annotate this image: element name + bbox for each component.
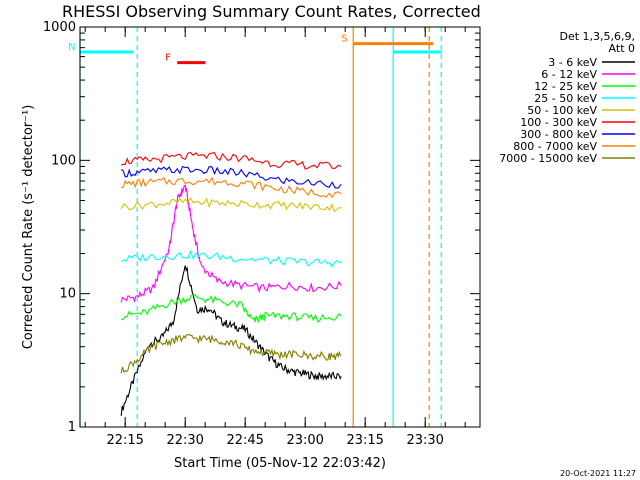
- count-rate-series: [120, 152, 342, 416]
- y-tick-label: 1000: [43, 20, 76, 35]
- legend-label: 12 - 25 keV: [534, 80, 597, 93]
- series-line-7: [121, 176, 342, 199]
- y-axis-label: Corrected Count Rate (s⁻¹ detector⁻¹): [21, 105, 36, 350]
- x-tick-label: 22:15: [106, 433, 143, 448]
- plot-frame: [79, 26, 481, 428]
- series-line-6: [120, 165, 342, 189]
- legend-label: 3 - 6 keV: [548, 56, 597, 69]
- series-line-0: [120, 265, 342, 416]
- legend-label: 300 - 800 keV: [520, 128, 597, 141]
- legend-header: Att 0: [609, 42, 635, 55]
- series-line-1: [120, 184, 342, 303]
- legend-label: 7000 - 15000 keV: [499, 152, 597, 165]
- series-line-4: [120, 197, 342, 213]
- x-axis-label: Start Time (05-Nov-12 22:03:42): [174, 456, 386, 471]
- flag-bars: N F S: [68, 34, 442, 65]
- series-line-3: [120, 249, 342, 268]
- legend-label: 50 - 100 keV: [527, 104, 597, 117]
- series-line-5: [120, 152, 342, 170]
- plot-timestamp: 20-Oct-2021 11:27: [560, 469, 636, 478]
- legend-label: 6 - 12 keV: [541, 68, 597, 81]
- flag-label-N: N: [68, 42, 75, 53]
- x-tick-label: 23:30: [406, 433, 443, 448]
- legend-label: 800 - 7000 keV: [513, 140, 597, 153]
- legend-label: 25 - 50 keV: [534, 92, 597, 105]
- flag-label-F: F: [165, 53, 171, 64]
- x-tick-label: 23:15: [346, 433, 383, 448]
- y-tick-label: 100: [51, 153, 76, 168]
- series-line-2: [121, 293, 342, 324]
- y-axis-ticks: 1 10 100 1000: [43, 20, 480, 435]
- x-tick-label: 22:30: [166, 433, 203, 448]
- legend-header: Det 1,3,5,6,9,: [559, 30, 635, 43]
- y-tick-label: 10: [59, 287, 76, 302]
- x-tick-label: 23:00: [286, 433, 323, 448]
- y-tick-label: 1: [68, 420, 76, 435]
- flag-label-S: S: [341, 34, 347, 45]
- legend-label: 100 - 300 keV: [520, 116, 597, 129]
- x-tick-label: 22:45: [226, 433, 263, 448]
- series-line-8: [120, 333, 342, 374]
- x-axis-ticks: 22:15 22:30 22:45 23:00 23:15 23:30: [84, 27, 466, 448]
- chart-title: RHESSI Observing Summary Count Rates, Co…: [62, 2, 481, 21]
